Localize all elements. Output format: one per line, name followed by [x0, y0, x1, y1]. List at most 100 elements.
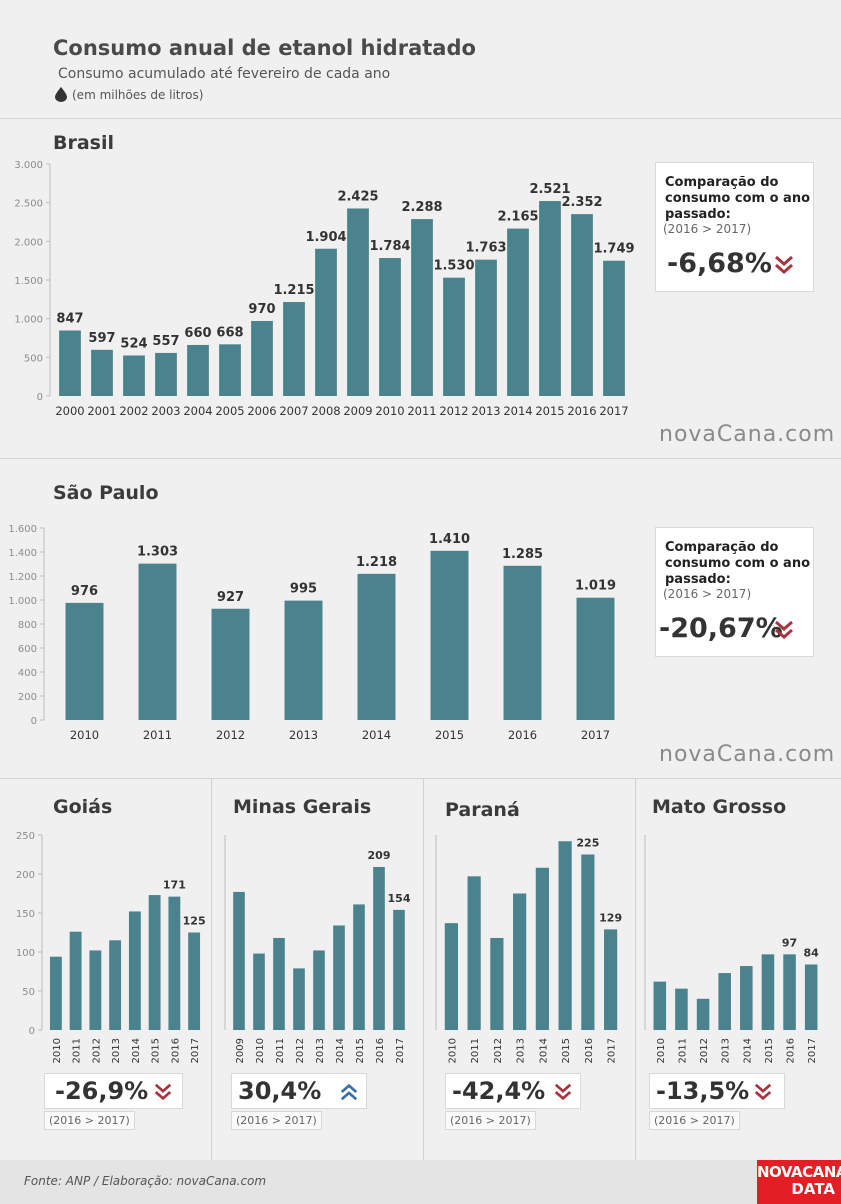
logo-text: NOVACANA [757, 1163, 841, 1181]
divider [0, 778, 841, 779]
bar [379, 258, 401, 396]
data-label: 847 [56, 311, 83, 326]
bar [539, 201, 561, 396]
bar [283, 302, 305, 396]
parana-title: Paraná [445, 799, 520, 821]
compare-period: (2016 > 2017) [663, 587, 752, 601]
x-tick-label: 2012 [216, 728, 245, 742]
divider [0, 458, 841, 459]
x-tick-label: 2014 [335, 1038, 346, 1063]
x-tick-label: 2017 [807, 1038, 818, 1063]
compare-period: (2016 > 2017) [663, 222, 752, 236]
x-tick-label: 2014 [503, 404, 532, 418]
bar [581, 854, 595, 1030]
y-tick-label: 500 [24, 353, 43, 364]
x-tick-label: 2013 [111, 1038, 122, 1063]
bar [740, 966, 753, 1030]
x-tick-label: 2015 [561, 1038, 572, 1063]
x-tick-label: 2000 [55, 404, 84, 418]
bar [467, 876, 481, 1030]
data-label: 154 [388, 892, 411, 905]
y-tick-label: 200 [18, 692, 37, 703]
x-tick-label: 2011 [72, 1038, 83, 1063]
compare-value: 30,4% [238, 1077, 322, 1105]
data-label: 1.530 [433, 259, 474, 274]
bar [315, 248, 337, 396]
mt-title: Mato Grosso [652, 796, 787, 818]
y-tick-label: 1.200 [8, 572, 37, 583]
novacana-data-logo[interactable]: NOVACANA DATA [757, 1160, 841, 1204]
x-tick-label: 2014 [742, 1038, 753, 1063]
y-tick-label: 0 [37, 392, 43, 403]
x-tick-label: 2004 [183, 404, 212, 418]
bar [603, 260, 625, 396]
data-label: 1.215 [273, 283, 314, 298]
parana-chart: 2010 2011 2012 2013 2014 2015 225 2016 129 2017 [435, 835, 622, 1063]
x-tick-label: 2017 [190, 1038, 201, 1063]
data-label: 2.165 [497, 210, 538, 225]
bar [168, 896, 181, 1030]
bar [558, 841, 572, 1030]
bar [188, 932, 201, 1030]
x-tick-label: 2016 [375, 1038, 386, 1063]
bar [718, 973, 731, 1030]
goias-compare-box: -26,9% [44, 1073, 183, 1109]
x-tick-label: 2013 [315, 1038, 326, 1063]
data-label: 1.410 [429, 532, 470, 547]
bar [219, 344, 241, 396]
data-label: 209 [368, 849, 391, 862]
chevron-down-icon [154, 1083, 172, 1101]
page-title: Consumo anual de etanol hidratado [53, 36, 476, 60]
bar [535, 867, 549, 1030]
goias-chart: 0 50 100 150 200 250 2010 2011 2012 2013 2014 2015 1… [16, 831, 206, 1063]
data-label: 2.288 [401, 200, 442, 215]
compare-value: -26,9% [55, 1077, 149, 1105]
brasil-chart: 0 500 1.000 1.500 2.000 2.500 3.000 847 2000 597 2… [14, 160, 634, 418]
bar [490, 937, 504, 1030]
data-label: 2.521 [529, 182, 570, 197]
bar [604, 929, 618, 1030]
y-tick-label: 250 [16, 831, 35, 842]
x-tick-label: 2010 [375, 404, 404, 418]
compare-period: (2016 > 2017) [649, 1111, 740, 1130]
compare-period: (2016 > 2017) [231, 1111, 322, 1130]
y-tick-label: 400 [18, 668, 37, 679]
x-tick-label: 2003 [151, 404, 180, 418]
y-tick-label: 600 [18, 644, 37, 655]
bar [293, 968, 305, 1030]
y-tick-label: 1.400 [8, 548, 37, 559]
divider [211, 778, 212, 1160]
x-tick-label: 2017 [395, 1038, 406, 1063]
bar [313, 950, 325, 1030]
data-label: 1.218 [356, 555, 397, 570]
x-tick-label: 2010 [52, 1038, 63, 1063]
brasil-compare-box: Comparação do consumo com o ano passado:… [655, 162, 814, 292]
x-tick-label: 2016 [786, 1038, 797, 1063]
x-tick-label: 2012 [699, 1038, 710, 1063]
x-tick-label: 2010 [70, 728, 99, 742]
y-tick-label: 1.600 [8, 524, 37, 535]
x-tick-label: 2016 [508, 728, 537, 742]
watermark: novaCana.com [659, 742, 836, 767]
sp-chart: 0 200 400 600 800 1.000 1.200 1.400 1.600 976 2010… [8, 524, 616, 742]
data-label: 2.425 [337, 189, 378, 204]
y-tick-label: 800 [18, 620, 37, 631]
bar [503, 565, 542, 720]
compare-title-line: passado: [665, 572, 731, 587]
brasil-title: Brasil [53, 132, 115, 154]
x-tick-label: 2014 [131, 1038, 142, 1063]
bar [513, 893, 527, 1030]
source-text: Fonte: ANP / Elaboração: novaCana.com [24, 1174, 267, 1188]
x-tick-label: 2015 [151, 1038, 162, 1063]
x-tick-label: 2012 [295, 1038, 306, 1063]
data-label: 1.904 [305, 230, 346, 245]
footer [0, 1160, 841, 1204]
bar [233, 891, 245, 1030]
x-tick-label: 2016 [567, 404, 596, 418]
bar [475, 259, 497, 396]
data-label: 84 [804, 946, 820, 959]
compare-title-line: passado: [665, 207, 731, 222]
bar [357, 573, 396, 720]
goias-title: Goiás [53, 796, 113, 818]
data-label: 1.019 [575, 579, 616, 594]
